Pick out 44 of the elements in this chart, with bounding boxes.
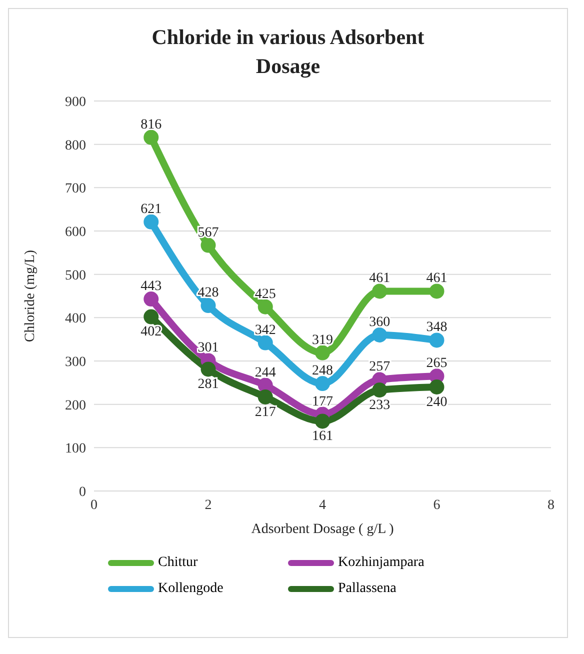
legend-label: Kozhinjampara [338,555,424,571]
x-tick-label: 8 [548,498,554,513]
data-label: 348 [426,320,448,336]
data-label: 233 [369,398,390,413]
y-tick-label: 400 [65,312,86,327]
x-tick-label: 6 [433,498,440,513]
data-label: 177 [312,394,333,410]
y-tick-label: 100 [65,442,86,457]
data-label: 461 [426,271,448,286]
y-tick-label: 700 [65,182,86,197]
legend-label: Kollengode [158,581,224,597]
y-axis-title: Chloride (mg/L) [22,250,38,342]
data-label: 248 [312,364,333,379]
data-label: 402 [140,324,162,340]
y-tick-label: 200 [65,398,86,414]
y-tick-label: 900 [65,94,86,110]
legend-label: Pallassena [338,581,396,597]
x-axis-title: Adsorbent Dosage ( g/L ) [251,522,394,537]
x-tick-label: 0 [90,498,98,513]
y-tick-label: 500 [65,268,86,284]
data-label: 257 [369,360,390,375]
data-label: 443 [140,279,162,294]
data-label: 621 [140,202,162,217]
chart-title: Chloride in various Adsorbent Dosage [150,24,426,80]
data-label: 217 [254,404,276,420]
x-tick-label: 4 [319,498,326,513]
data-label: 360 [369,315,390,330]
data-label: 161 [312,429,333,444]
y-tick-label: 600 [65,224,86,240]
data-label: 240 [426,394,448,410]
y-tick-label: 300 [65,354,86,370]
data-label: 281 [198,377,219,392]
y-tick-label: 0 [79,484,86,500]
data-label: 244 [254,365,276,380]
data-label: 301 [198,340,219,356]
x-tick-label: 2 [204,498,212,513]
data-label: 319 [312,332,333,348]
data-label: 816 [140,117,162,132]
data-label: 265 [426,356,448,372]
legend-label: Chittur [158,555,198,571]
data-label: 342 [254,322,276,338]
data-label: 461 [369,271,390,286]
data-label: 425 [254,286,276,302]
y-tick-label: 800 [65,138,86,154]
